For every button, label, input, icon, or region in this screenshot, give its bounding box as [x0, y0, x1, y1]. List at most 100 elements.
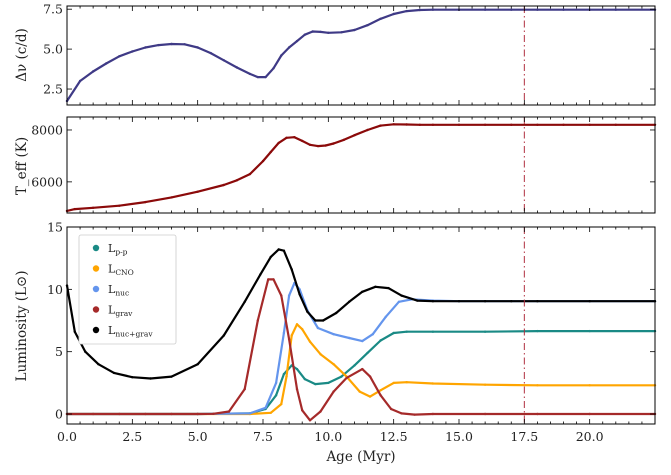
data-point-lum-4-7 — [170, 375, 173, 378]
data-point-teff-0-4 — [144, 200, 147, 204]
data-point-lum-4-19 — [321, 319, 325, 322]
data-point-lum-0-13 — [366, 351, 369, 355]
data-point-dnu-0-24 — [327, 31, 330, 34]
data-point-dnu-0-39 — [614, 8, 617, 11]
data-point-teff-0-32 — [562, 123, 565, 127]
data-point-lum-2-4 — [274, 381, 278, 385]
data-point-dnu-0-20 — [295, 39, 299, 43]
legend-marker-4 — [92, 326, 100, 334]
legend-label-0: Lp-p — [108, 242, 128, 257]
data-point-dnu-0-31 — [418, 8, 421, 12]
data-point-lum-2-12 — [348, 336, 351, 340]
teff-plot-area — [65, 117, 657, 213]
teff-xticks — [66, 117, 656, 213]
data-point-lum-4-5 — [131, 376, 134, 379]
data-point-lum-4-31 — [536, 300, 539, 303]
data-point-lum-1-8 — [301, 328, 304, 331]
data-point-lum-1-7 — [295, 323, 299, 326]
data-point-lum-4-26 — [416, 299, 419, 302]
data-point-dnu-0-26 — [353, 28, 356, 32]
data-point-lum-3-11 — [272, 278, 275, 281]
data-point-dnu-0-5 — [131, 50, 134, 53]
data-point-teff-0-9 — [248, 172, 252, 176]
legend-marker-2 — [92, 285, 100, 293]
data-point-lum-4-16 — [298, 293, 301, 296]
data-point-dnu-0-11 — [209, 51, 212, 55]
teff-ylabel: T_eff (K) — [14, 137, 30, 195]
data-point-lum-3-16 — [308, 419, 312, 422]
data-point-dnu-0-35 — [510, 8, 513, 11]
xtick-label-1: 2.5 — [122, 429, 142, 444]
data-point-teff-0-2 — [91, 206, 95, 209]
data-point-dnu-0-34 — [483, 8, 487, 11]
delta-nu-frame — [66, 5, 656, 106]
data-point-dnu-0-1 — [78, 79, 82, 83]
data-point-teff-0-5 — [170, 196, 173, 199]
data-point-lum-4-14 — [282, 249, 286, 252]
delta-nu-plot-area — [65, 6, 657, 105]
data-point-lum-3-22 — [379, 394, 382, 397]
data-point-lum-1-18 — [431, 382, 435, 385]
luminosity-xticks: 0.0 2.5 5.0 7.5 10.0 12.5 15.0 17.5 20.0 — [57, 227, 656, 444]
data-point-lum-2-3 — [264, 406, 267, 409]
data-point-lum-2-6 — [287, 294, 291, 297]
data-point-teff-0-8 — [235, 179, 239, 182]
data-point-dnu-0-4 — [118, 55, 121, 58]
data-point-lum-4-13 — [277, 248, 280, 251]
data-point-dnu-0-7 — [157, 43, 160, 47]
data-point-dnu-0-6 — [144, 46, 147, 49]
data-point-lum-4-9 — [222, 334, 225, 337]
data-point-teff-0-25 — [405, 123, 408, 126]
data-point-lum-3-1 — [91, 412, 95, 416]
data-point-lum-4-2 — [84, 350, 87, 353]
ytick-label-lum-0: 0 — [55, 407, 63, 422]
legend-label-1: LCNO — [108, 263, 134, 278]
data-point-teff-0-3 — [118, 204, 121, 207]
data-point-teff-0-7 — [222, 183, 225, 187]
panel-teff: 6000 8000 T_eff (K) — [14, 116, 657, 214]
data-point-dnu-0-22 — [311, 30, 314, 33]
data-point-lum-1-11 — [332, 363, 335, 366]
data-point-lum-4-12 — [269, 255, 272, 259]
data-point-lum-4-22 — [361, 290, 364, 293]
data-point-lum-4-20 — [335, 311, 338, 315]
data-point-teff-0-31 — [536, 123, 539, 127]
data-point-lum-4-23 — [374, 285, 377, 288]
series-line-lum-4 — [65, 248, 657, 380]
data-point-dnu-0-3 — [105, 62, 108, 65]
data-point-lum-4-17 — [306, 310, 309, 313]
data-point-lum-2-13 — [361, 339, 364, 343]
data-point-lum-4-28 — [457, 300, 461, 303]
data-point-lum-3-7 — [227, 410, 231, 413]
data-point-lum-3-28 — [536, 412, 539, 416]
data-point-lum-3-21 — [368, 375, 372, 378]
data-point-dnu-0-25 — [340, 31, 343, 34]
data-point-dnu-0-27 — [366, 24, 369, 27]
data-point-lum-3-25 — [413, 413, 416, 416]
data-point-teff-0-26 — [418, 123, 421, 127]
data-point-lum-4-24 — [387, 286, 390, 290]
data-point-lum-3-24 — [400, 412, 403, 415]
legend-marker-3 — [92, 306, 100, 313]
data-point-lum-3-4 — [170, 412, 173, 416]
data-point-lum-4-1 — [73, 330, 77, 333]
ytick-label-dnu-1: 5.0 — [43, 42, 63, 57]
data-point-teff-0-30 — [510, 123, 513, 127]
teff-frame — [66, 116, 656, 214]
data-point-lum-0-16 — [405, 330, 408, 333]
data-point-dnu-0-16 — [264, 75, 267, 79]
data-point-teff-0-21 — [353, 134, 356, 137]
data-point-lum-3-9 — [256, 319, 259, 322]
data-point-lum-3-13 — [287, 338, 291, 341]
data-point-lum-2-14 — [371, 333, 374, 336]
data-point-lum-1-10 — [319, 353, 322, 356]
data-point-lum-1-16 — [392, 381, 395, 385]
data-point-lum-0-8 — [303, 377, 306, 381]
xtick-label-0: 0.0 — [57, 429, 77, 444]
data-point-teff-0-22 — [366, 128, 369, 132]
data-point-lum-3-15 — [301, 409, 304, 412]
data-point-dnu-0-2 — [91, 70, 95, 73]
data-point-teff-0-19 — [332, 142, 335, 145]
ytick-label-dnu-2: 7.5 — [43, 2, 63, 17]
data-point-lum-3-6 — [212, 412, 215, 415]
